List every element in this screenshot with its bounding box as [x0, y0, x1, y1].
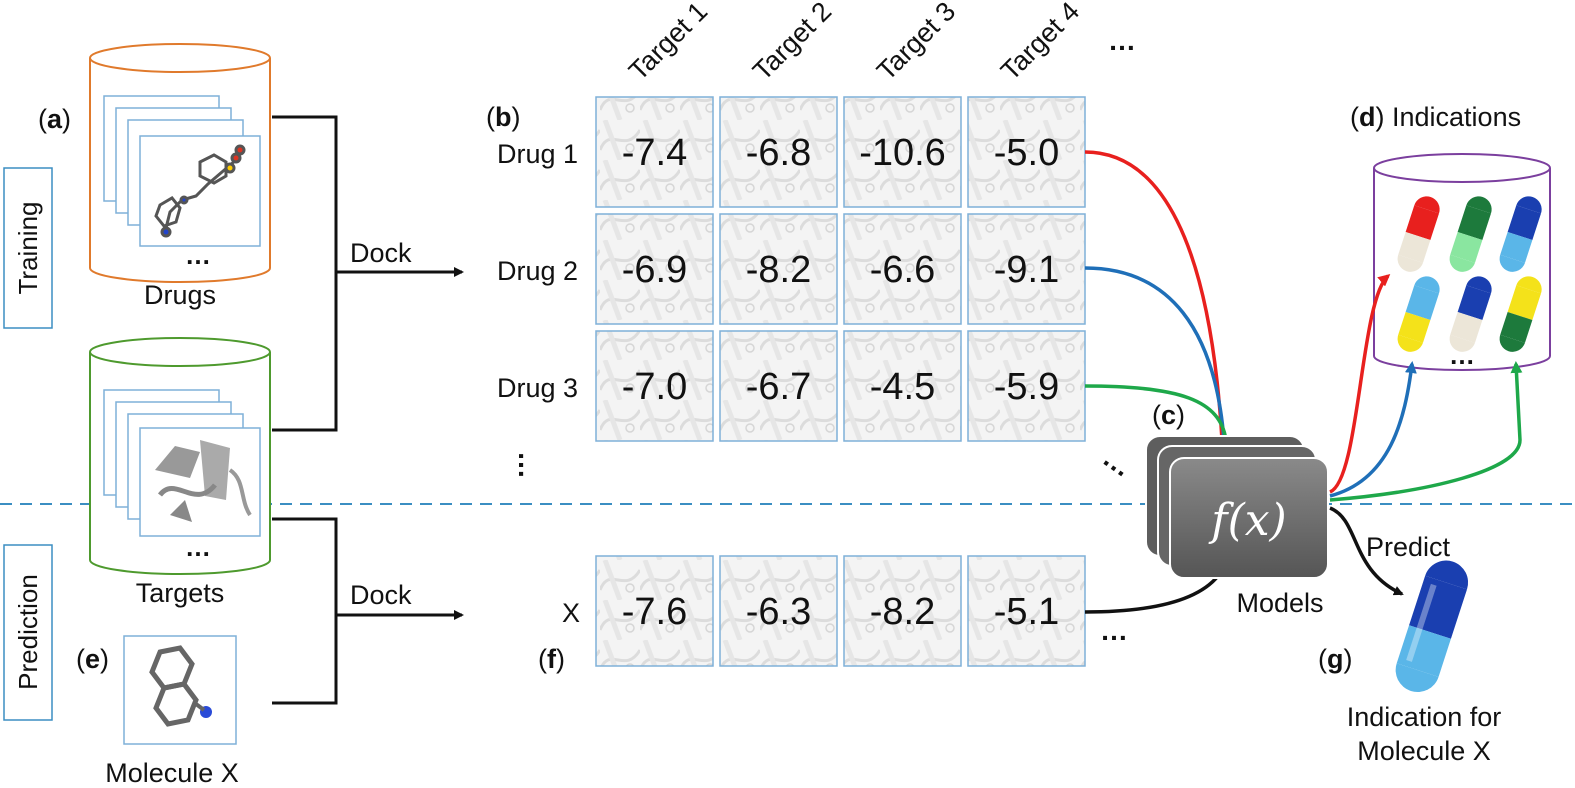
score-cell-x-t3: -8.2 [843, 555, 962, 667]
prediction-row-ellipsis: … [1100, 615, 1128, 646]
score-cell-x-t2-value: -6.3 [746, 591, 811, 633]
panel-g-label: (g) [1318, 644, 1353, 674]
targets-label: Targets [136, 578, 225, 608]
score-cell-d1-t2-value: -6.8 [746, 132, 811, 174]
panel-c-label: (c) [1152, 400, 1185, 430]
indication-arrows [1329, 274, 1523, 596]
score-cell-d1-t2: -6.8 [719, 96, 838, 208]
drug-row-label-2: Drug 2 [497, 256, 578, 286]
score-cell-d2-t1-value: -6.9 [622, 249, 687, 291]
training-side-label: Training [3, 167, 53, 329]
score-cell-d2-t1: -6.9 [595, 213, 714, 325]
score-cell-d2-t4: -9.1 [967, 213, 1086, 325]
targets-database: … [89, 337, 271, 575]
model-function-text: f(x) [1208, 495, 1286, 546]
score-cell-d3-t2-value: -6.7 [746, 366, 811, 408]
target-header-3: Target 3 [871, 0, 961, 86]
score-cell-d2-t4-value: -9.1 [994, 249, 1059, 291]
indication-pill-3 [1499, 196, 1542, 272]
indication-pill-1 [1397, 196, 1440, 272]
score-cell-d3-t1-value: -7.0 [622, 366, 687, 408]
indication-pill-4 [1397, 276, 1440, 352]
training-connections [1084, 150, 1228, 614]
dock-connector-training [272, 115, 464, 432]
svg-text:…: … [185, 240, 211, 270]
score-cell-x-t1-value: -7.6 [622, 591, 687, 633]
indication-result-label: Indication for [1347, 702, 1502, 732]
drugs-database: … [89, 43, 271, 283]
score-cell-x-t2: -6.3 [719, 555, 838, 667]
panel-e-label: (e) [76, 644, 109, 674]
indication-pill-5 [1449, 276, 1492, 352]
score-cell-d2-t3: -6.6 [843, 213, 962, 325]
score-cell-d1-t3: -10.6 [843, 96, 962, 208]
score-cell-d3-t3-value: -4.5 [870, 366, 935, 408]
predict-label: Predict [1366, 532, 1451, 562]
svg-text:…: … [185, 532, 211, 562]
score-cell-d3-t4-value: -5.9 [994, 366, 1059, 408]
target-header-1: Target 1 [623, 0, 713, 86]
prediction-side-label: Prediction [3, 544, 53, 721]
score-cell-d1-t1-value: -7.4 [622, 132, 687, 174]
models-label: Models [1236, 588, 1323, 618]
panel-a-label: (a) [38, 104, 71, 134]
svg-text:Training: Training [13, 202, 43, 295]
prediction-row-label: X [562, 598, 580, 628]
score-cell-d3-t4: -5.9 [967, 330, 1086, 442]
indications-database: … [1373, 153, 1551, 371]
models-stack: f(x) [1145, 435, 1329, 579]
model-ellipsis: … [1097, 441, 1138, 482]
panel-b-label: (b) [486, 102, 521, 132]
target-header-2: Target 2 [747, 0, 837, 86]
drug-molecule-icon [154, 144, 246, 238]
docking-score-grid: Drug 1 -7.4 -6.8 -10.6 -5.0 Drug 2 -6.9 -8.2 -6.… [497, 96, 1086, 442]
score-cell-d1-t4: -5.0 [967, 96, 1086, 208]
indication-pill-2 [1449, 196, 1492, 272]
score-cell-x-t4-value: -5.1 [994, 591, 1059, 633]
indication-pill-6 [1499, 276, 1542, 352]
prediction-score-row: X -7.6 -6.3 -8.2 -5.1 [562, 555, 1086, 667]
score-cell-d2-t2-value: -8.2 [746, 249, 811, 291]
svg-text:Prediction: Prediction [13, 574, 43, 690]
score-cell-d1-t3-value: -10.6 [859, 132, 946, 174]
panel-f-label: (f) [538, 644, 565, 674]
molecule-x-label: Molecule X [105, 758, 239, 788]
score-cell-x-t1: -7.6 [595, 555, 714, 667]
indication-result-label-2: Molecule X [1357, 736, 1491, 766]
score-cell-x-t4: -5.1 [967, 555, 1086, 667]
drug-rows-ellipsis: … [513, 451, 544, 479]
dock-label-prediction: Dock [350, 580, 412, 610]
score-cell-d3-t1: -7.0 [595, 330, 714, 442]
panel-d-label: (d) Indications [1350, 102, 1521, 132]
drug-row-label-3: Drug 3 [497, 373, 578, 403]
dock-label-training: Dock [350, 238, 412, 268]
score-cell-d1-t4-value: -5.0 [994, 132, 1059, 174]
score-cell-d2-t2: -8.2 [719, 213, 838, 325]
target-headers: Target 1 Target 2 Target 3 Target 4 [623, 0, 1085, 86]
target-header-4: Target 4 [995, 0, 1085, 86]
score-cell-d3-t3: -4.5 [843, 330, 962, 442]
svg-text:…: … [1449, 340, 1475, 370]
score-cell-x-t3-value: -8.2 [870, 591, 935, 633]
molecule-x-image [123, 635, 237, 745]
score-cell-d1-t1: -7.4 [595, 96, 714, 208]
protein-structure-icon [155, 440, 252, 522]
dock-connector-prediction [272, 517, 464, 705]
drug-row-label-1: Drug 1 [497, 139, 578, 169]
score-cell-d3-t2: -6.7 [719, 330, 838, 442]
score-cell-d2-t3-value: -6.6 [870, 249, 935, 291]
target-headers-ellipsis: … [1108, 25, 1136, 56]
predicted-indication-pill [1395, 560, 1469, 693]
drugs-label: Drugs [144, 280, 216, 310]
